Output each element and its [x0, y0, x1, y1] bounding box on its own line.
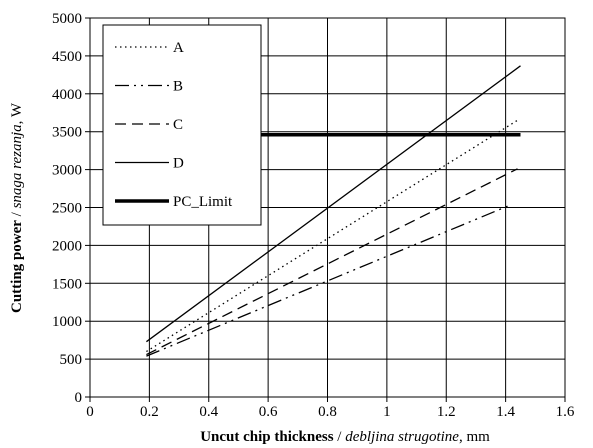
x-axis-title-unit: , mm — [459, 429, 490, 445]
y-axis-title-translation: snaga rezanja — [9, 124, 25, 208]
y-tick-label: 1000 — [52, 314, 82, 330]
x-axis-title-translation: debljina strugotine — [345, 429, 459, 445]
x-axis-title: Uncut chip thickness / debljina strugoti… — [200, 429, 490, 445]
x-tick-label: 1.6 — [556, 404, 575, 420]
x-tick-label: 0.4 — [199, 404, 218, 420]
y-axis-title-separator: / — [9, 208, 25, 220]
y-tick-label: 3000 — [52, 163, 82, 179]
y-tick-label: 5000 — [52, 11, 82, 27]
x-tick-label: 0.6 — [259, 404, 278, 420]
tick-labels: 0 0.2 0.4 0.6 0.8 1 1.2 1.4 1.6 0 500 1000 1500 2000 2… — [52, 11, 575, 420]
x-tick-label: 0.8 — [318, 404, 337, 420]
series-line-b — [146, 203, 512, 357]
y-axis-title-unit: , W — [9, 102, 25, 124]
x-tick-label: 1.4 — [496, 404, 515, 420]
y-tick-label: 500 — [60, 352, 83, 368]
series-line-d — [146, 65, 521, 343]
y-tick-label: 0 — [75, 390, 83, 406]
legend-label: A — [173, 40, 184, 56]
y-tick-label: 2500 — [52, 201, 82, 217]
x-tick-label: 0 — [86, 404, 94, 420]
x-tick-label: 1 — [383, 404, 391, 420]
x-tick-label: 1.2 — [437, 404, 456, 420]
legend-label: D — [173, 156, 184, 172]
y-tick-label: 3500 — [52, 125, 82, 141]
legend-label: PC_Limit — [173, 194, 233, 210]
y-axis-title-main: Cutting power — [9, 220, 25, 313]
y-tick-label: 1500 — [52, 276, 82, 292]
legend: A B C D PC_Limit — [102, 24, 262, 226]
legend-box — [102, 24, 262, 226]
y-tick-label: 4500 — [52, 49, 82, 65]
series-line-c — [146, 168, 518, 356]
x-axis-title-main: Uncut chip thickness — [200, 429, 334, 445]
x-tick-label: 0.2 — [140, 404, 159, 420]
x-axis-title-separator: / — [334, 429, 346, 445]
y-tick-label: 4000 — [52, 87, 82, 103]
legend-label: C — [173, 117, 183, 133]
legend-label: B — [173, 79, 183, 95]
y-tick-label: 2000 — [52, 238, 82, 254]
y-axis-title: Cutting power / snaga rezanja, W — [9, 102, 25, 313]
